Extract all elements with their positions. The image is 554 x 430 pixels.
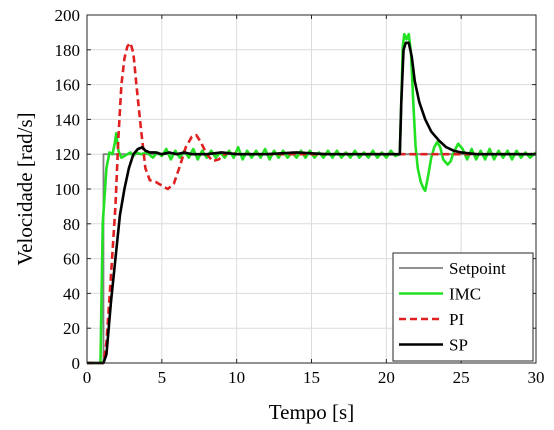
- series-line-sp: [87, 41, 536, 365]
- y-tick-label: 20: [63, 319, 80, 338]
- x-tick-label: 15: [303, 368, 320, 387]
- y-tick-label: 60: [63, 250, 80, 269]
- series-line-imc: [87, 32, 537, 365]
- x-tick-label: 25: [453, 368, 470, 387]
- x-tick-label: 20: [378, 368, 395, 387]
- y-tick-label: 120: [55, 145, 81, 164]
- x-tick-label: 10: [228, 368, 245, 387]
- x-tick-label: 0: [83, 368, 92, 387]
- y-tick-label: 0: [72, 354, 81, 373]
- legend-box: [392, 252, 534, 362]
- x-axis-title: Tempo [s]: [269, 400, 354, 424]
- y-tick-label: 180: [55, 41, 81, 60]
- legend: Setpoint IMC PI SP: [392, 252, 534, 362]
- y-tick-label: 160: [55, 76, 81, 95]
- x-tick-label: 5: [158, 368, 167, 387]
- legend-label-sp: SP: [449, 336, 468, 355]
- y-tick-label: 40: [63, 284, 80, 303]
- series-line-pi: [87, 41, 536, 365]
- legend-label-imc: IMC: [449, 285, 481, 304]
- x-tick-label: 30: [528, 368, 545, 387]
- y-tick-label: 100: [55, 180, 81, 199]
- legend-label-setpoint: Setpoint: [449, 259, 506, 278]
- y-axis-title: Velocidade [rad/s]: [13, 112, 37, 265]
- legend-label-pi: PI: [449, 310, 464, 329]
- y-tick-label: 200: [55, 6, 81, 25]
- ticks: 0 5 10 15 20 25 30 0 20 40 60 80 100 120 140 160 180 200: [55, 6, 545, 387]
- y-tick-label: 140: [55, 110, 81, 129]
- y-tick-label: 80: [63, 215, 80, 234]
